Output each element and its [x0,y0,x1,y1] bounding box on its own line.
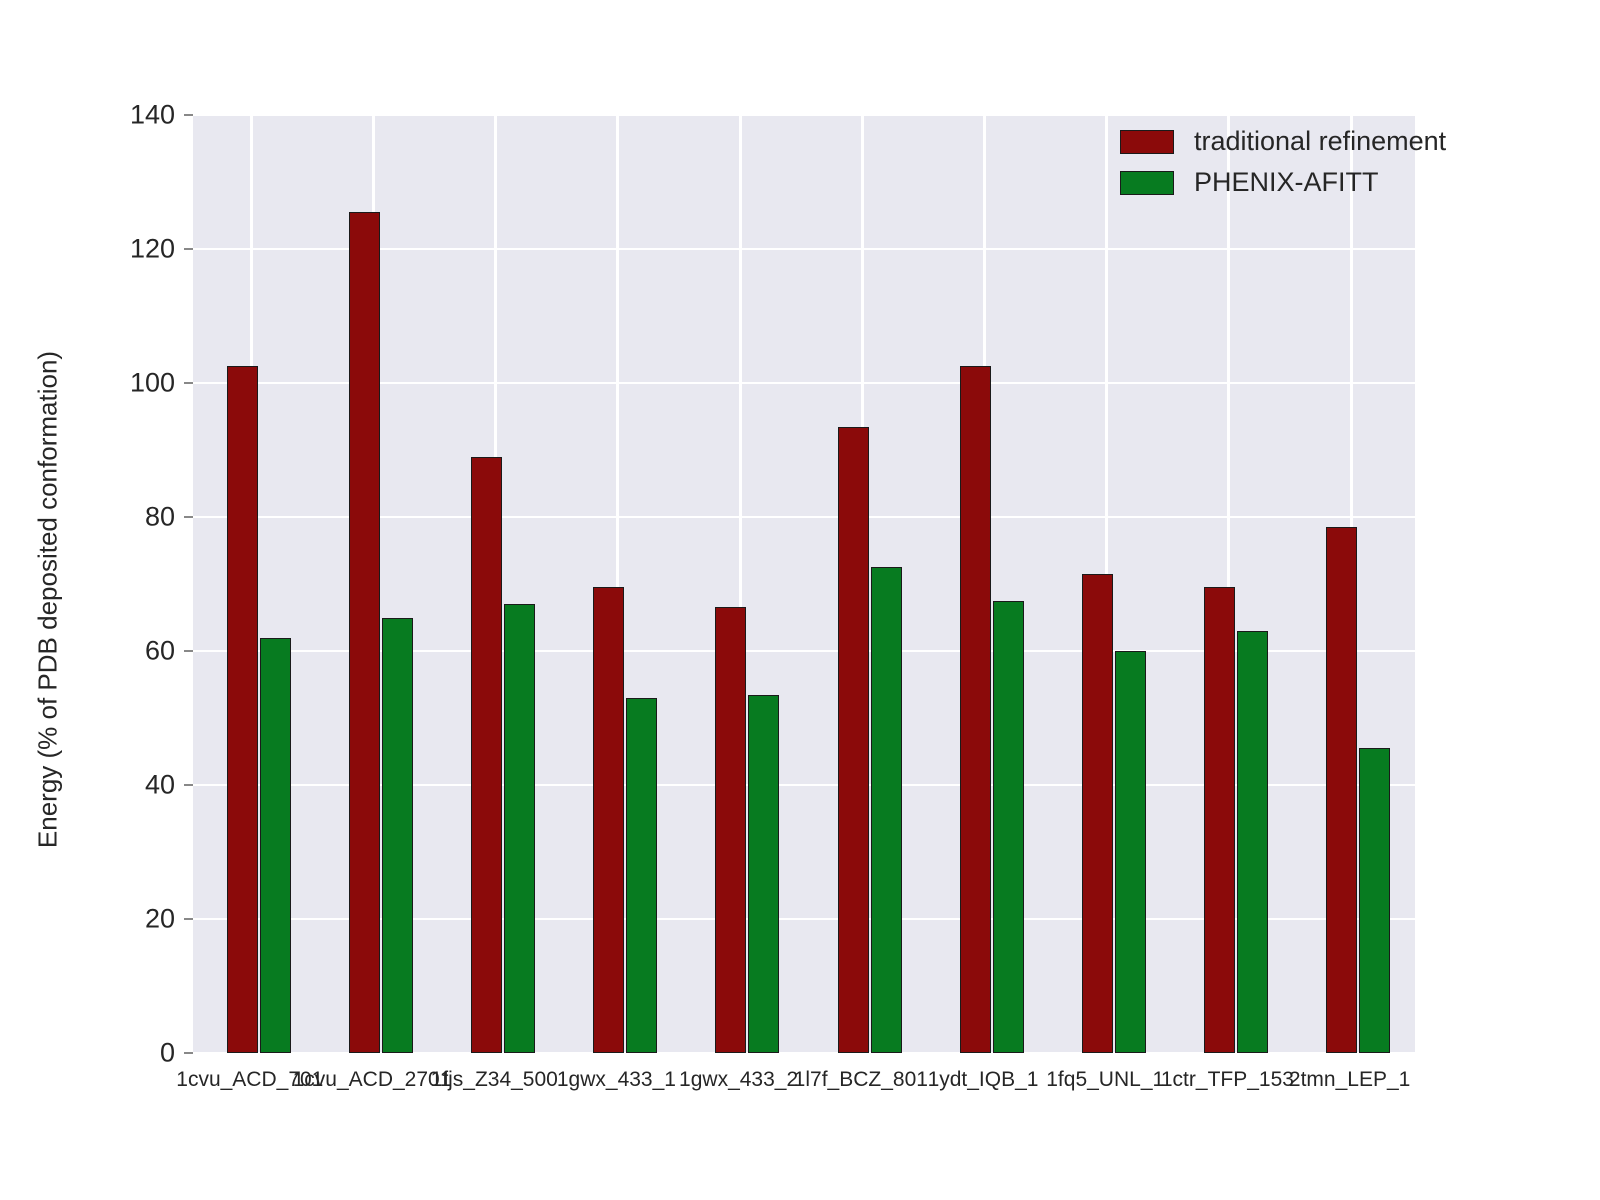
plot-area [193,114,1415,1054]
y-tick-mark [184,918,193,920]
gridline-horizontal [193,114,1415,116]
bar-group [315,115,437,1053]
y-tick-label: 80 [144,501,175,532]
bar-group [437,115,559,1053]
gridline-horizontal [193,918,1415,920]
bar-group [1171,115,1293,1053]
gridline-horizontal [193,516,1415,518]
bar[interactable] [1237,630,1269,1053]
gridline-vertical [738,115,742,1053]
y-tick-label: 0 [159,1037,175,1068]
x-tick-label: 1cvu_ACD_2701 [292,1068,452,1091]
bar[interactable] [1204,587,1236,1053]
bar-group [1293,115,1415,1053]
legend-item[interactable]: traditional refinement [1120,126,1446,157]
gridline-horizontal [193,1052,1415,1054]
y-tick-mark [184,784,193,786]
y-tick-mark [184,114,193,116]
legend-item[interactable]: PHENIX-AFITT [1120,167,1446,198]
bar[interactable] [837,426,869,1053]
bar-group [1048,115,1170,1053]
bar-group [193,115,315,1053]
bar[interactable] [1114,651,1146,1053]
legend: traditional refinement PHENIX-AFITT [1120,126,1446,198]
gridline-horizontal [193,248,1415,250]
bar[interactable] [348,212,380,1053]
bar[interactable] [1359,748,1391,1053]
y-tick-mark [184,1052,193,1054]
gridline-horizontal [193,382,1415,384]
bar[interactable] [381,617,413,1053]
bar[interactable] [1081,573,1113,1053]
bar-group [804,115,926,1053]
bar[interactable] [226,366,258,1053]
x-tick-label: 1ydt_IQB_1 [927,1068,1039,1091]
y-tick-mark [184,516,193,518]
bar[interactable] [1326,527,1358,1053]
x-tick-label: 1l7f_BCZ_801 [793,1068,928,1091]
y-tick-mark [184,248,193,250]
legend-label: PHENIX-AFITT [1194,167,1379,197]
bar[interactable] [259,637,291,1053]
bar[interactable] [626,697,658,1053]
legend-label: traditional refinement [1194,126,1447,156]
x-tick-label: 1cvu_ACD_701 [176,1068,324,1091]
bar[interactable] [992,600,1024,1053]
gridline-vertical [1227,115,1231,1053]
x-tick-label: 1fq5_UNL_1 [1046,1068,1165,1091]
x-tick-label: 1ctr_TFP_153 [1160,1068,1294,1091]
x-tick-label: 1gwx_433_2 [679,1068,799,1091]
bar[interactable] [503,604,535,1053]
x-tick-label: 2tmn_LEP_1 [1288,1068,1411,1091]
bar-group [926,115,1048,1053]
bar-group [682,115,804,1053]
legend-swatch [1120,170,1174,195]
bar[interactable] [470,456,502,1053]
y-tick-label: 40 [144,769,175,800]
y-tick-label: 140 [129,99,175,130]
x-tick-label: 1fjs_Z34_500 [430,1068,558,1091]
gridline-vertical [616,115,620,1053]
y-tick-label: 60 [144,635,175,666]
x-tick-label: 1gwx_433_1 [556,1068,676,1091]
bar[interactable] [870,567,902,1053]
bar[interactable] [715,607,747,1053]
legend-swatch [1120,129,1174,154]
gridline-horizontal [193,784,1415,786]
bar[interactable] [593,587,625,1053]
bar[interactable] [748,694,780,1053]
y-tick-label: 120 [129,233,175,264]
y-tick-mark [184,650,193,652]
y-tick-mark [184,382,193,384]
y-tick-label: 20 [144,903,175,934]
bar-group [560,115,682,1053]
y-axis: 0 20 40 60 80 100 120 140 [0,0,193,1200]
gridline-horizontal [193,650,1415,652]
y-tick-label: 100 [129,367,175,398]
y-axis-label: Energy (% of PDB deposited conformation) [32,350,63,849]
bar[interactable] [959,366,991,1053]
